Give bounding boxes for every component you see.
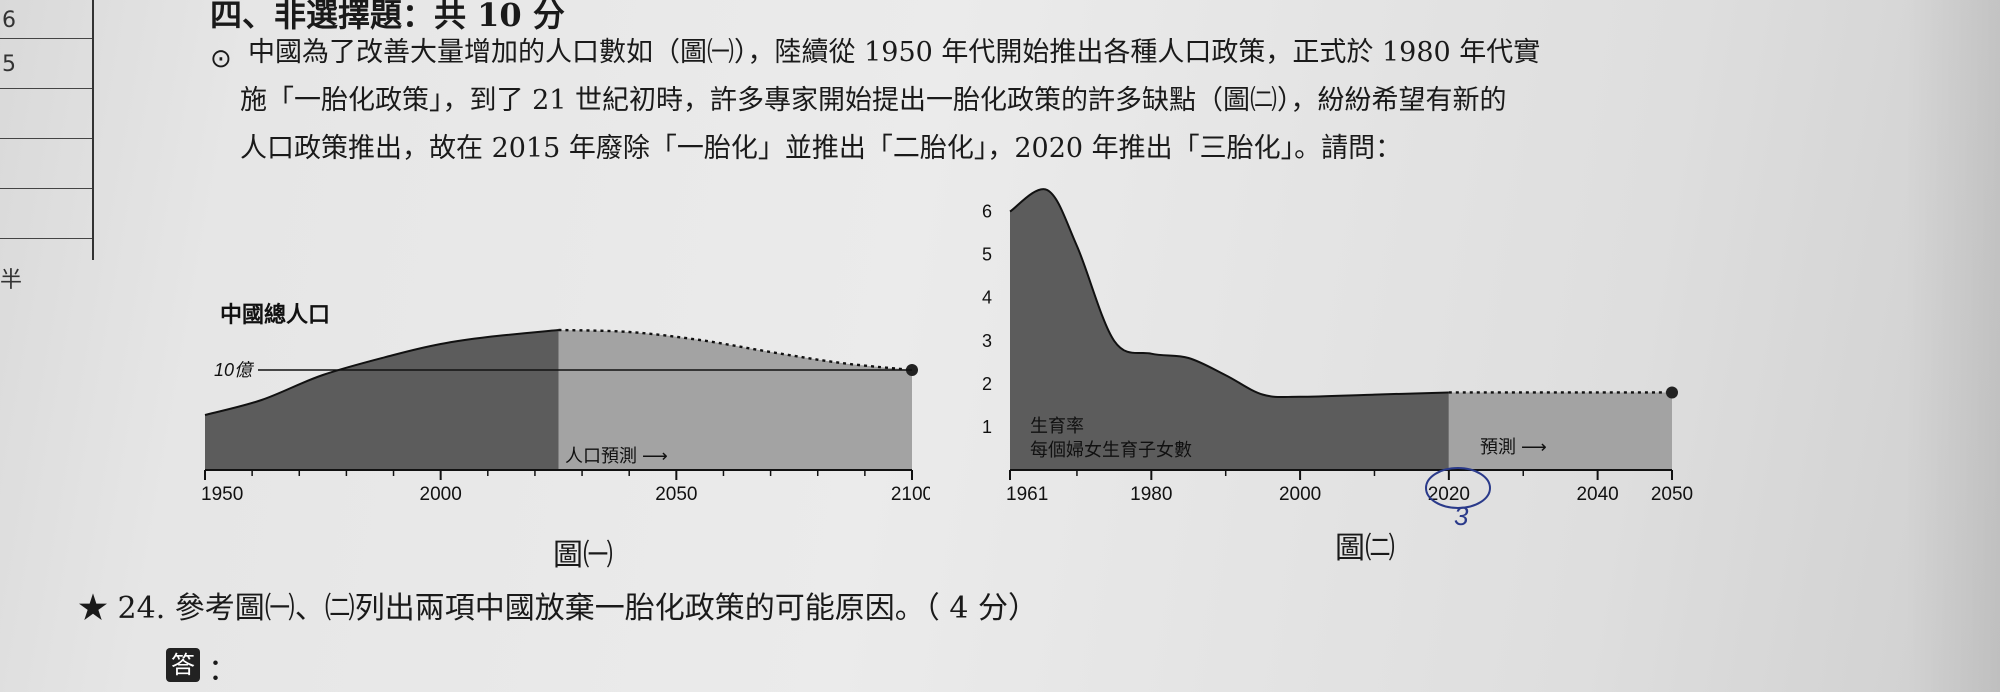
x-tick-label: 2000 (1279, 484, 1321, 505)
margin-rule (0, 238, 92, 239)
page-shadow (1905, 0, 2000, 692)
margin-number: 6 (2, 8, 16, 33)
x-tick-label: 2000 (420, 484, 462, 505)
section-heading: 四、非選擇題：共 10 分 (210, 0, 565, 34)
margin-number: 5 (2, 52, 16, 77)
forecast-end-point (1666, 386, 1678, 399)
question-24: ★ 24. 參考圖㈠、㈡列出兩項中國放棄一胎化政策的可能原因。（ 4 分） (78, 591, 1038, 626)
forecast-area (1448, 392, 1672, 470)
x-tick-label: 2050 (655, 484, 697, 505)
passage-line: 人口政策推出，故在 2015 年廢除「一胎化」並推出「二胎化」，2020 年推出… (240, 133, 1403, 164)
actual-area (205, 330, 559, 470)
handwritten-note: 3 (1454, 501, 1469, 530)
figure1-chart: 1950 2000 2050 2100 中國總人口 10億 人口預測 ⟶ (201, 302, 930, 505)
y-tick-label: 2 (982, 374, 992, 394)
x-tick-label: 1980 (1130, 484, 1172, 505)
x-tick-label: 2020 (1428, 484, 1470, 505)
figure2-chart: 1961 1980 2000 2020 2040 2050 1 2 3 4 5 6 生育率 每個婦女生… (982, 188, 1693, 530)
handwritten-circle (1425, 467, 1491, 509)
x-tick-label: 1950 (201, 484, 243, 505)
forecast-line (558, 328, 913, 372)
figure1-caption: 圖㈠ (553, 538, 613, 573)
answer-label: 答 (166, 648, 200, 682)
y-tick-label: 1 (982, 417, 992, 437)
x-tick-label: 2050 (1651, 484, 1693, 505)
x-tick-label: 2100 (891, 484, 930, 505)
figure2-label-desc: 每個婦女生育子女數 (1030, 440, 1192, 460)
figure2-forecast-label: 預測 ⟶ (1480, 437, 1547, 457)
x-tick-label: 1961 (1006, 484, 1048, 505)
margin-rule (0, 38, 92, 39)
margin-side-char: 半 (0, 268, 23, 293)
figure2-label-rate: 生育率 (1030, 416, 1084, 436)
margin-table: 6 5 (0, 0, 94, 260)
figure1-ref-label: 10億 (214, 360, 255, 380)
bullet-icon: ⊙ (210, 44, 232, 74)
y-tick-label: 3 (982, 331, 992, 351)
passage-line: 中國為了改善大量增加的人口數如（圖㈠），陸續從 1950 年代開始推出各種人口政… (248, 37, 1541, 68)
figure2-caption: 圖㈡ (1335, 531, 1395, 566)
y-tick-label: 6 (982, 202, 992, 222)
actual-area (1010, 189, 1449, 471)
figure1-forecast-label: 人口預測 ⟶ (565, 446, 668, 466)
answer-colon: ： (208, 653, 238, 688)
y-tick-label: 4 (982, 288, 992, 308)
actual-line (204, 329, 559, 416)
figure1-title: 中國總人口 (220, 302, 330, 327)
margin-rule (0, 138, 92, 139)
y-tick-label: 5 (982, 245, 992, 265)
passage-line: 施「一胎化政策」，到了 21 世紀初時，許多專家開始提出一胎化政策的許多缺點（圖… (240, 85, 1507, 116)
margin-rule (0, 88, 92, 89)
actual-line (1009, 188, 1449, 399)
forecast-area (558, 330, 912, 470)
x-tick-label: 2040 (1576, 484, 1618, 505)
margin-rule (0, 188, 92, 189)
